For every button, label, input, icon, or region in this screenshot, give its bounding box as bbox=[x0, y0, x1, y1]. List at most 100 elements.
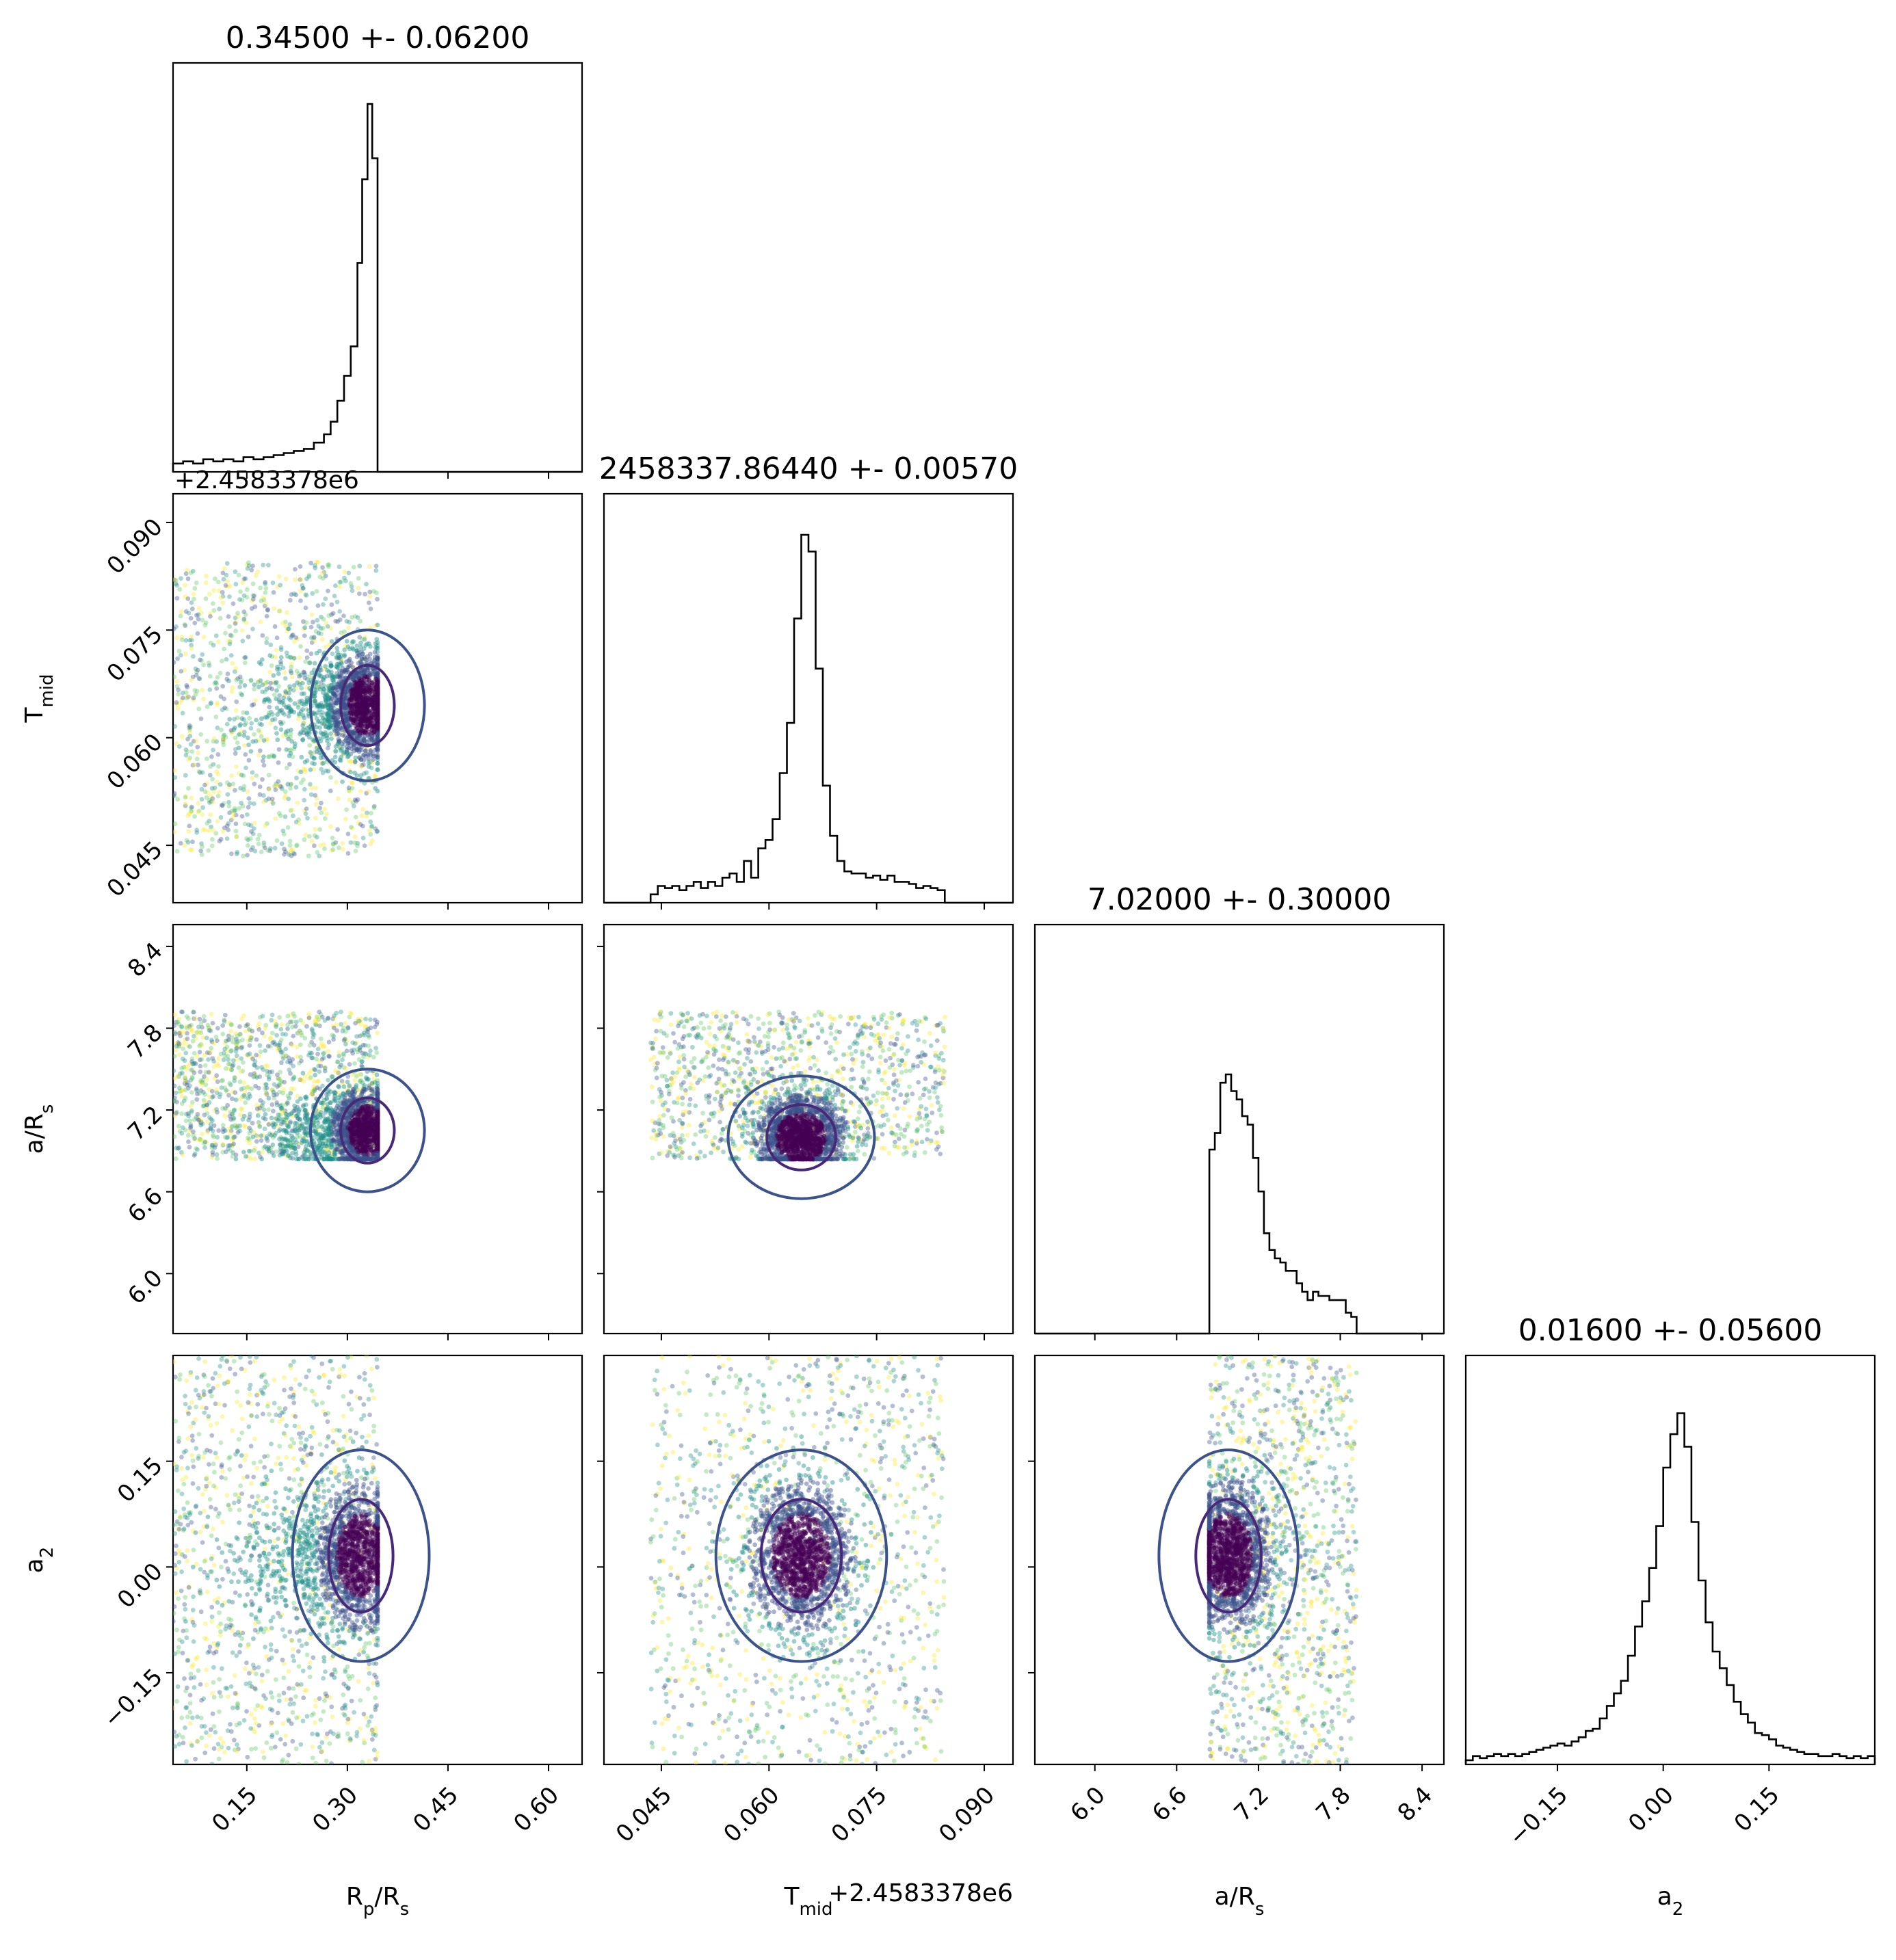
scatter-point bbox=[360, 702, 366, 706]
scatter-point bbox=[359, 692, 364, 698]
scatter-point bbox=[364, 716, 369, 721]
scatter-point bbox=[356, 670, 361, 674]
scatter-point bbox=[194, 830, 200, 835]
scatter-point bbox=[334, 599, 340, 605]
scatter-point bbox=[371, 698, 376, 703]
scatter-point bbox=[321, 678, 326, 683]
scatter-point bbox=[252, 1156, 258, 1161]
scatter-point bbox=[353, 815, 358, 820]
scatter-point bbox=[292, 639, 297, 644]
scatter-point bbox=[317, 684, 322, 689]
scatter-point bbox=[287, 1068, 292, 1072]
scatter-point bbox=[304, 726, 310, 730]
scatter-point bbox=[358, 674, 363, 679]
scatter-point bbox=[178, 613, 183, 619]
scatter-point bbox=[304, 1024, 309, 1029]
scatter-point bbox=[354, 692, 359, 697]
scatter-point bbox=[327, 702, 332, 707]
scatter-point bbox=[199, 852, 205, 858]
scatter-point bbox=[195, 1091, 200, 1096]
scatter-point bbox=[215, 819, 220, 824]
scatter-point bbox=[361, 1030, 367, 1035]
scatter-point bbox=[358, 723, 363, 728]
scatter-point bbox=[326, 684, 331, 689]
scatter-point bbox=[340, 1057, 345, 1063]
scatter-point bbox=[347, 789, 352, 794]
scatter-point bbox=[252, 801, 256, 806]
scatter-point bbox=[244, 595, 250, 600]
scatter-point bbox=[375, 720, 380, 726]
scatter-point bbox=[356, 688, 361, 693]
scatter-point bbox=[272, 1082, 277, 1087]
scatter-point bbox=[187, 734, 193, 739]
scatter-point bbox=[183, 803, 188, 808]
scatter-point bbox=[285, 765, 289, 771]
panel-title: 0.34500 +- 0.06200 bbox=[226, 21, 530, 55]
scatter-point bbox=[354, 711, 359, 717]
scatter-point bbox=[344, 807, 349, 812]
scatter-point bbox=[342, 711, 347, 717]
scatter-point bbox=[368, 718, 373, 723]
scatter-point bbox=[367, 564, 372, 569]
scatter-point bbox=[369, 660, 373, 665]
scatter-point bbox=[282, 814, 288, 819]
scatter-point bbox=[363, 710, 368, 715]
scatter-point bbox=[241, 733, 247, 738]
scatter-point bbox=[333, 583, 338, 588]
scatter-point bbox=[355, 713, 360, 718]
scatter-point bbox=[177, 1085, 182, 1091]
scatter-point bbox=[360, 667, 366, 672]
scatter-point bbox=[319, 713, 324, 718]
scatter-point bbox=[373, 672, 379, 678]
scatter-point bbox=[326, 702, 331, 708]
scatter-point bbox=[261, 799, 266, 805]
scatter-point bbox=[316, 704, 321, 709]
scatter-point bbox=[254, 1037, 259, 1042]
scatter-point bbox=[375, 701, 380, 706]
scatter-point bbox=[340, 840, 345, 846]
scatter-point bbox=[252, 732, 256, 737]
scatter-point bbox=[248, 726, 254, 731]
scatter-point bbox=[205, 739, 210, 744]
scatter-point bbox=[355, 708, 360, 713]
scatter-point bbox=[275, 664, 280, 670]
scatter-point bbox=[179, 1111, 184, 1116]
scatter-point bbox=[360, 713, 366, 718]
scatter-point bbox=[185, 1036, 190, 1042]
scatter-point bbox=[236, 771, 241, 776]
scatter-point bbox=[314, 559, 319, 565]
scatter-point bbox=[348, 759, 353, 765]
scatter-point bbox=[372, 698, 378, 702]
scatter-point bbox=[174, 679, 180, 684]
scatter-point bbox=[360, 715, 365, 721]
scatter-point bbox=[373, 708, 378, 714]
scatter-point bbox=[375, 698, 380, 703]
scatter-point bbox=[292, 701, 298, 706]
scatter-point bbox=[332, 1152, 338, 1157]
scatter-point bbox=[340, 732, 345, 738]
scatter-point bbox=[236, 732, 241, 737]
scatter-point bbox=[332, 723, 337, 728]
scatter-point bbox=[255, 680, 261, 685]
scatter-point bbox=[278, 661, 284, 667]
scatter-point bbox=[373, 1046, 378, 1050]
scatter-point bbox=[320, 770, 326, 776]
scatter-point bbox=[290, 1057, 295, 1062]
scatter-point bbox=[239, 628, 245, 633]
scatter-point bbox=[341, 1084, 347, 1089]
scatter-point bbox=[185, 1133, 191, 1138]
scatter-point bbox=[224, 676, 230, 682]
scatter-point bbox=[360, 684, 366, 689]
scatter-point bbox=[345, 750, 350, 756]
scatter-point bbox=[334, 724, 339, 728]
scatter-point bbox=[367, 703, 372, 708]
scatter-point bbox=[333, 722, 339, 728]
scatter-point bbox=[375, 678, 380, 683]
scatter-point bbox=[247, 716, 252, 721]
scatter-point bbox=[375, 726, 380, 731]
scatter-point bbox=[202, 827, 207, 832]
scatter-point bbox=[333, 693, 338, 698]
scatter-point bbox=[375, 710, 380, 715]
scatter-point bbox=[201, 635, 207, 639]
scatter-point bbox=[283, 849, 288, 854]
